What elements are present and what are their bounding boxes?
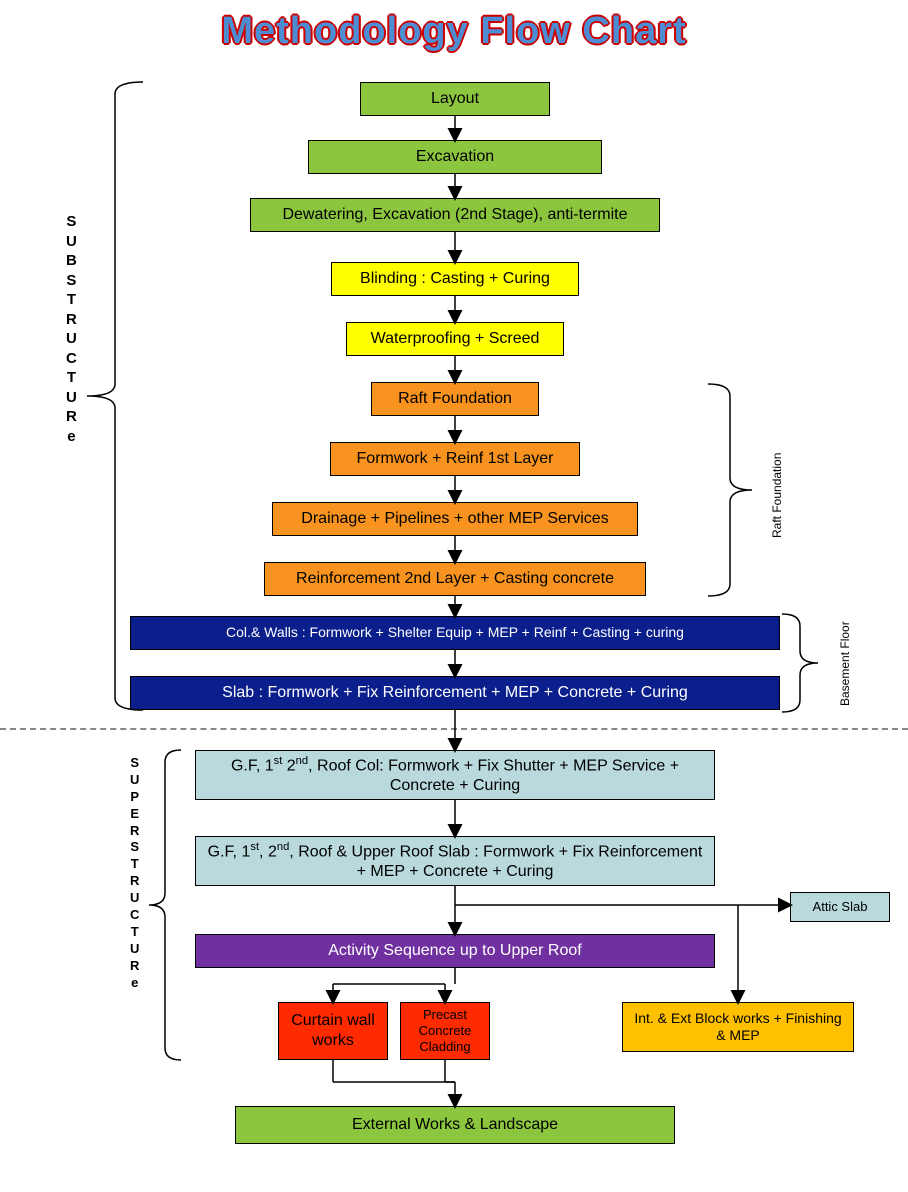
node-label: Attic Slab	[813, 899, 868, 915]
node-label: Formwork + Reinf 1st Layer	[357, 449, 554, 469]
node-waterproofing: Waterproofing + Screed	[346, 322, 564, 356]
section-label-superstructure: SUPERSTRUCTURe	[130, 755, 139, 991]
node-gf-col: G.F, 1st 2nd, Roof Col: Formwork + Fix S…	[195, 750, 715, 800]
node-reinf-2nd: Reinforcement 2nd Layer + Casting concre…	[264, 562, 646, 596]
group-label-raft: Raft Foundation	[770, 400, 784, 590]
node-gf-slab: G.F, 1st, 2nd, Roof & Upper Roof Slab : …	[195, 836, 715, 886]
node-label: Excavation	[416, 147, 494, 167]
node-label: Drainage + Pipelines + other MEP Service…	[301, 509, 608, 529]
node-label: G.F, 1st 2nd, Roof Col: Formwork + Fix S…	[204, 754, 706, 796]
node-dewatering: Dewatering, Excavation (2nd Stage), anti…	[250, 198, 660, 232]
node-raft-foundation: Raft Foundation	[371, 382, 539, 416]
node-label: Precast Concrete Cladding	[409, 1007, 481, 1056]
node-label: External Works & Landscape	[352, 1115, 558, 1135]
node-drainage: Drainage + Pipelines + other MEP Service…	[272, 502, 638, 536]
node-label: Layout	[431, 89, 479, 109]
node-attic-slab: Attic Slab	[790, 892, 890, 922]
node-label: Slab : Formwork + Fix Reinforcement + ME…	[222, 683, 688, 703]
section-divider	[0, 728, 908, 730]
node-external-works: External Works & Landscape	[235, 1106, 675, 1144]
node-label: Curtain wall works	[287, 1011, 379, 1051]
node-curtain-wall: Curtain wall works	[278, 1002, 388, 1060]
node-block-works: Int. & Ext Block works + Finishing & MEP	[622, 1002, 854, 1052]
node-formwork-1st: Formwork + Reinf 1st Layer	[330, 442, 580, 476]
node-blinding: Blinding : Casting + Curing	[331, 262, 579, 296]
node-label: Raft Foundation	[398, 389, 512, 409]
node-label: G.F, 1st, 2nd, Roof & Upper Roof Slab : …	[204, 840, 706, 882]
chart-title: Methodology Flow Chart	[221, 10, 686, 53]
node-label: Blinding : Casting + Curing	[360, 269, 550, 289]
node-slab: Slab : Formwork + Fix Reinforcement + ME…	[130, 676, 780, 710]
node-label: Col.& Walls : Formwork + Shelter Equip +…	[226, 624, 684, 642]
node-label: Reinforcement 2nd Layer + Casting concre…	[296, 569, 614, 589]
node-label: Waterproofing + Screed	[371, 329, 540, 349]
node-excavation: Excavation	[308, 140, 602, 174]
section-label-substructure: SUBSTRUCTURe	[66, 212, 77, 446]
node-precast: Precast Concrete Cladding	[400, 1002, 490, 1060]
node-col-walls: Col.& Walls : Formwork + Shelter Equip +…	[130, 616, 780, 650]
node-label: Dewatering, Excavation (2nd Stage), anti…	[282, 205, 627, 225]
node-label: Int. & Ext Block works + Finishing & MEP	[631, 1010, 845, 1045]
group-label-basement: Basement Floor	[838, 614, 852, 714]
node-label: Activity Sequence up to Upper Roof	[328, 941, 581, 961]
node-activity-sequence: Activity Sequence up to Upper Roof	[195, 934, 715, 968]
node-layout: Layout	[360, 82, 550, 116]
